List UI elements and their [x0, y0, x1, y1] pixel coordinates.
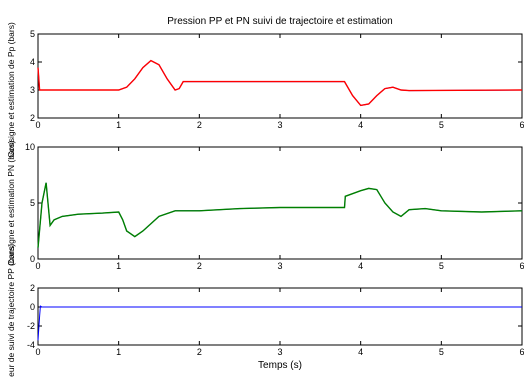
x-tick-label: 3 [277, 120, 282, 130]
x-tick-label: 1 [116, 120, 121, 130]
x-tick-label: 0 [35, 347, 40, 357]
x-tick-label: 4 [358, 120, 363, 130]
y-tick-label: 10 [25, 142, 35, 152]
x-tick-label: 4 [358, 261, 363, 271]
x-tick-label: 2 [197, 347, 202, 357]
x-tick-label: 2 [197, 261, 202, 271]
y-axis-label-error: Erreur de suivi de trajectoire PP (bars) [6, 244, 16, 377]
y-tick-label: 5 [30, 29, 35, 39]
axes-pp-pressure: 0 1 2 3 4 5 6 2 3 4 5 [30, 29, 524, 130]
series-line-2 [37, 182, 523, 248]
x-tick-label: 5 [439, 347, 444, 357]
x-tick-label: 4 [358, 347, 363, 357]
x-axis-label: Temps (s) [258, 360, 302, 371]
x-tick-label: 0 [35, 261, 40, 271]
y-tick-label: -2 [27, 321, 35, 331]
y-tick-label: 5 [30, 198, 35, 208]
axes-tracking-error: 0 1 2 3 4 5 6 -4 -2 0 2 [27, 283, 524, 357]
series-line-1 [37, 305, 522, 341]
plot-frame [37, 146, 523, 260]
x-tick-label: 6 [519, 261, 524, 271]
y-tick-label: 4 [30, 57, 35, 67]
y-tick-label: -4 [27, 340, 35, 350]
x-tick-label: 3 [277, 347, 282, 357]
x-tick-label: 3 [277, 261, 282, 271]
x-tick-label: 6 [519, 347, 524, 357]
x-tick-label: 1 [116, 261, 121, 271]
chart-title: Pression PP et PN suivi de trajectoire e… [167, 16, 392, 27]
y-tick-label: 2 [30, 113, 35, 123]
y-tick-label: 2 [30, 283, 35, 293]
x-tick-label: 2 [197, 120, 202, 130]
x-tick-label: 5 [439, 120, 444, 130]
y-tick-label: 0 [30, 254, 35, 264]
y-tick-label: 0 [30, 302, 35, 312]
axes-pn-pressure: 0 1 2 3 4 5 6 0 5 10 [25, 142, 524, 271]
plot-frame [37, 33, 523, 119]
series-line-2 [37, 59, 523, 107]
y-tick-label: 3 [30, 85, 35, 95]
y-axis-label-pp: Consigne et estimation de Pp (bars) [6, 22, 16, 158]
x-tick-label: 0 [35, 120, 40, 130]
x-tick-label: 5 [439, 261, 444, 271]
x-tick-label: 6 [519, 120, 524, 130]
plot-frame [37, 287, 523, 346]
x-tick-label: 1 [116, 347, 121, 357]
y-axis-label-pn: Consigne et estimation PN (bars) [6, 140, 16, 265]
